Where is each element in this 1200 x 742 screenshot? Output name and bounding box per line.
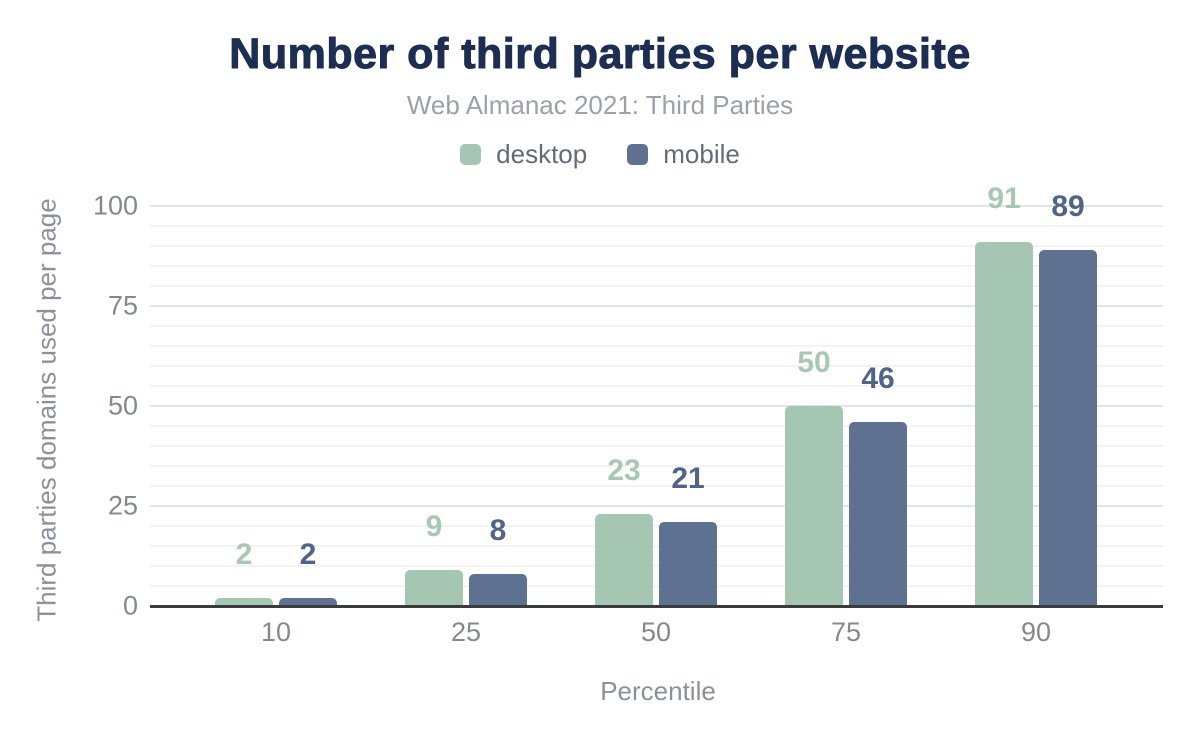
bar-mobile-p10: [279, 598, 337, 606]
value-label-mobile-p10: 2: [299, 538, 317, 571]
value-label-mobile-p90: 89: [1051, 190, 1085, 223]
bar-desktop-p75: [785, 406, 843, 606]
bar-slot-desktop-p10: 2: [215, 538, 273, 606]
gridline-minor-30: [150, 485, 1163, 487]
x-tick-label-50: 50: [640, 617, 672, 647]
bar-slot-mobile-p50: 21: [659, 462, 717, 606]
bar-slot-desktop-p90: 91: [975, 182, 1033, 606]
value-label-desktop-p25: 9: [425, 510, 443, 543]
bar-slot-desktop-p25: 9: [405, 510, 463, 606]
gridline-minor-55: [150, 385, 1163, 387]
gridline-minor-85: [150, 265, 1163, 267]
value-label-desktop-p75: 50: [797, 346, 831, 379]
bar-mobile-p75: [849, 422, 907, 606]
legend-label-mobile: mobile: [663, 139, 740, 169]
gridline-minor-35: [150, 465, 1163, 467]
x-tick-label-10: 10: [260, 617, 292, 647]
legend-item-desktop: desktop: [460, 139, 587, 170]
legend-item-mobile: mobile: [627, 139, 740, 170]
bar-group-p50: 23 21: [561, 206, 751, 606]
bar-group-p90: 91 89: [941, 182, 1131, 606]
gridline-minor-65: [150, 345, 1163, 347]
gridline-minor-5: [150, 585, 1163, 587]
value-label-mobile-p50: 21: [671, 462, 705, 495]
bar-mobile-p25: [469, 574, 527, 606]
bar-desktop-p25: [405, 570, 463, 606]
x-axis-title: Percentile: [600, 676, 716, 706]
x-tick-label-25: 25: [450, 617, 482, 647]
y-tick-label-25: 25: [107, 490, 138, 521]
y-tick-label-50: 50: [107, 390, 138, 421]
bar-group-p75: 50 46: [751, 206, 941, 606]
gridline-minor-20: [150, 525, 1163, 527]
gridline-minor-45: [150, 425, 1163, 427]
value-label-mobile-p75: 46: [861, 362, 895, 395]
legend: desktop mobile: [0, 139, 1200, 170]
bar-slot-mobile-p75: 46: [849, 362, 907, 606]
x-tick-label-90: 90: [1020, 617, 1052, 647]
gridline-minor-40: [150, 445, 1163, 447]
gridline-minor-15: [150, 545, 1163, 547]
gridline-major-50: [150, 405, 1163, 407]
bar-desktop-p90: [975, 242, 1033, 606]
gridline-minor-95: [150, 225, 1163, 227]
bar-slot-mobile-p90: 89: [1039, 190, 1097, 606]
bar-mobile-p90: [1039, 250, 1097, 606]
legend-label-desktop: desktop: [496, 139, 588, 169]
legend-swatch-mobile-icon: [627, 144, 649, 165]
value-label-mobile-p25: 8: [489, 514, 507, 547]
value-label-desktop-p50: 23: [607, 454, 641, 487]
legend-swatch-desktop-icon: [460, 144, 482, 165]
bar-slot-mobile-p10: 2: [279, 538, 337, 606]
bar-desktop-p10: [215, 598, 273, 606]
gridline-minor-10: [150, 565, 1163, 567]
x-axis-line: [150, 605, 1163, 608]
gridline-minor-70: [150, 325, 1163, 327]
bar-mobile-p50: [659, 522, 717, 606]
bar-slot-desktop-p50: 23: [595, 454, 653, 606]
bar-slot-mobile-p25: 8: [469, 514, 527, 606]
value-label-desktop-p10: 2: [235, 538, 253, 571]
chart-title: Number of third parties per website: [229, 30, 971, 79]
gridline-major-100: [150, 205, 1163, 207]
gridline-minor-90: [150, 245, 1163, 247]
gridline-major-75: [150, 305, 1163, 307]
y-tick-label-75: 75: [107, 290, 138, 321]
plot-area: 2 2 9 8 23 21 50 46 91 89: [150, 182, 1163, 608]
value-label-desktop-p90: 91: [987, 182, 1021, 215]
chart-subtitle: Web Almanac 2021: Third Parties: [406, 90, 794, 120]
gridline-major-25: [150, 505, 1163, 507]
bar-desktop-p50: [595, 514, 653, 606]
y-tick-label-0: 0: [122, 590, 138, 621]
bar-slot-desktop-p75: 50: [785, 346, 843, 606]
y-tick-label-100: 100: [92, 190, 138, 221]
gridline-minor-60: [150, 365, 1163, 367]
x-tick-label-75: 75: [830, 617, 862, 647]
gridline-minor-80: [150, 285, 1163, 287]
